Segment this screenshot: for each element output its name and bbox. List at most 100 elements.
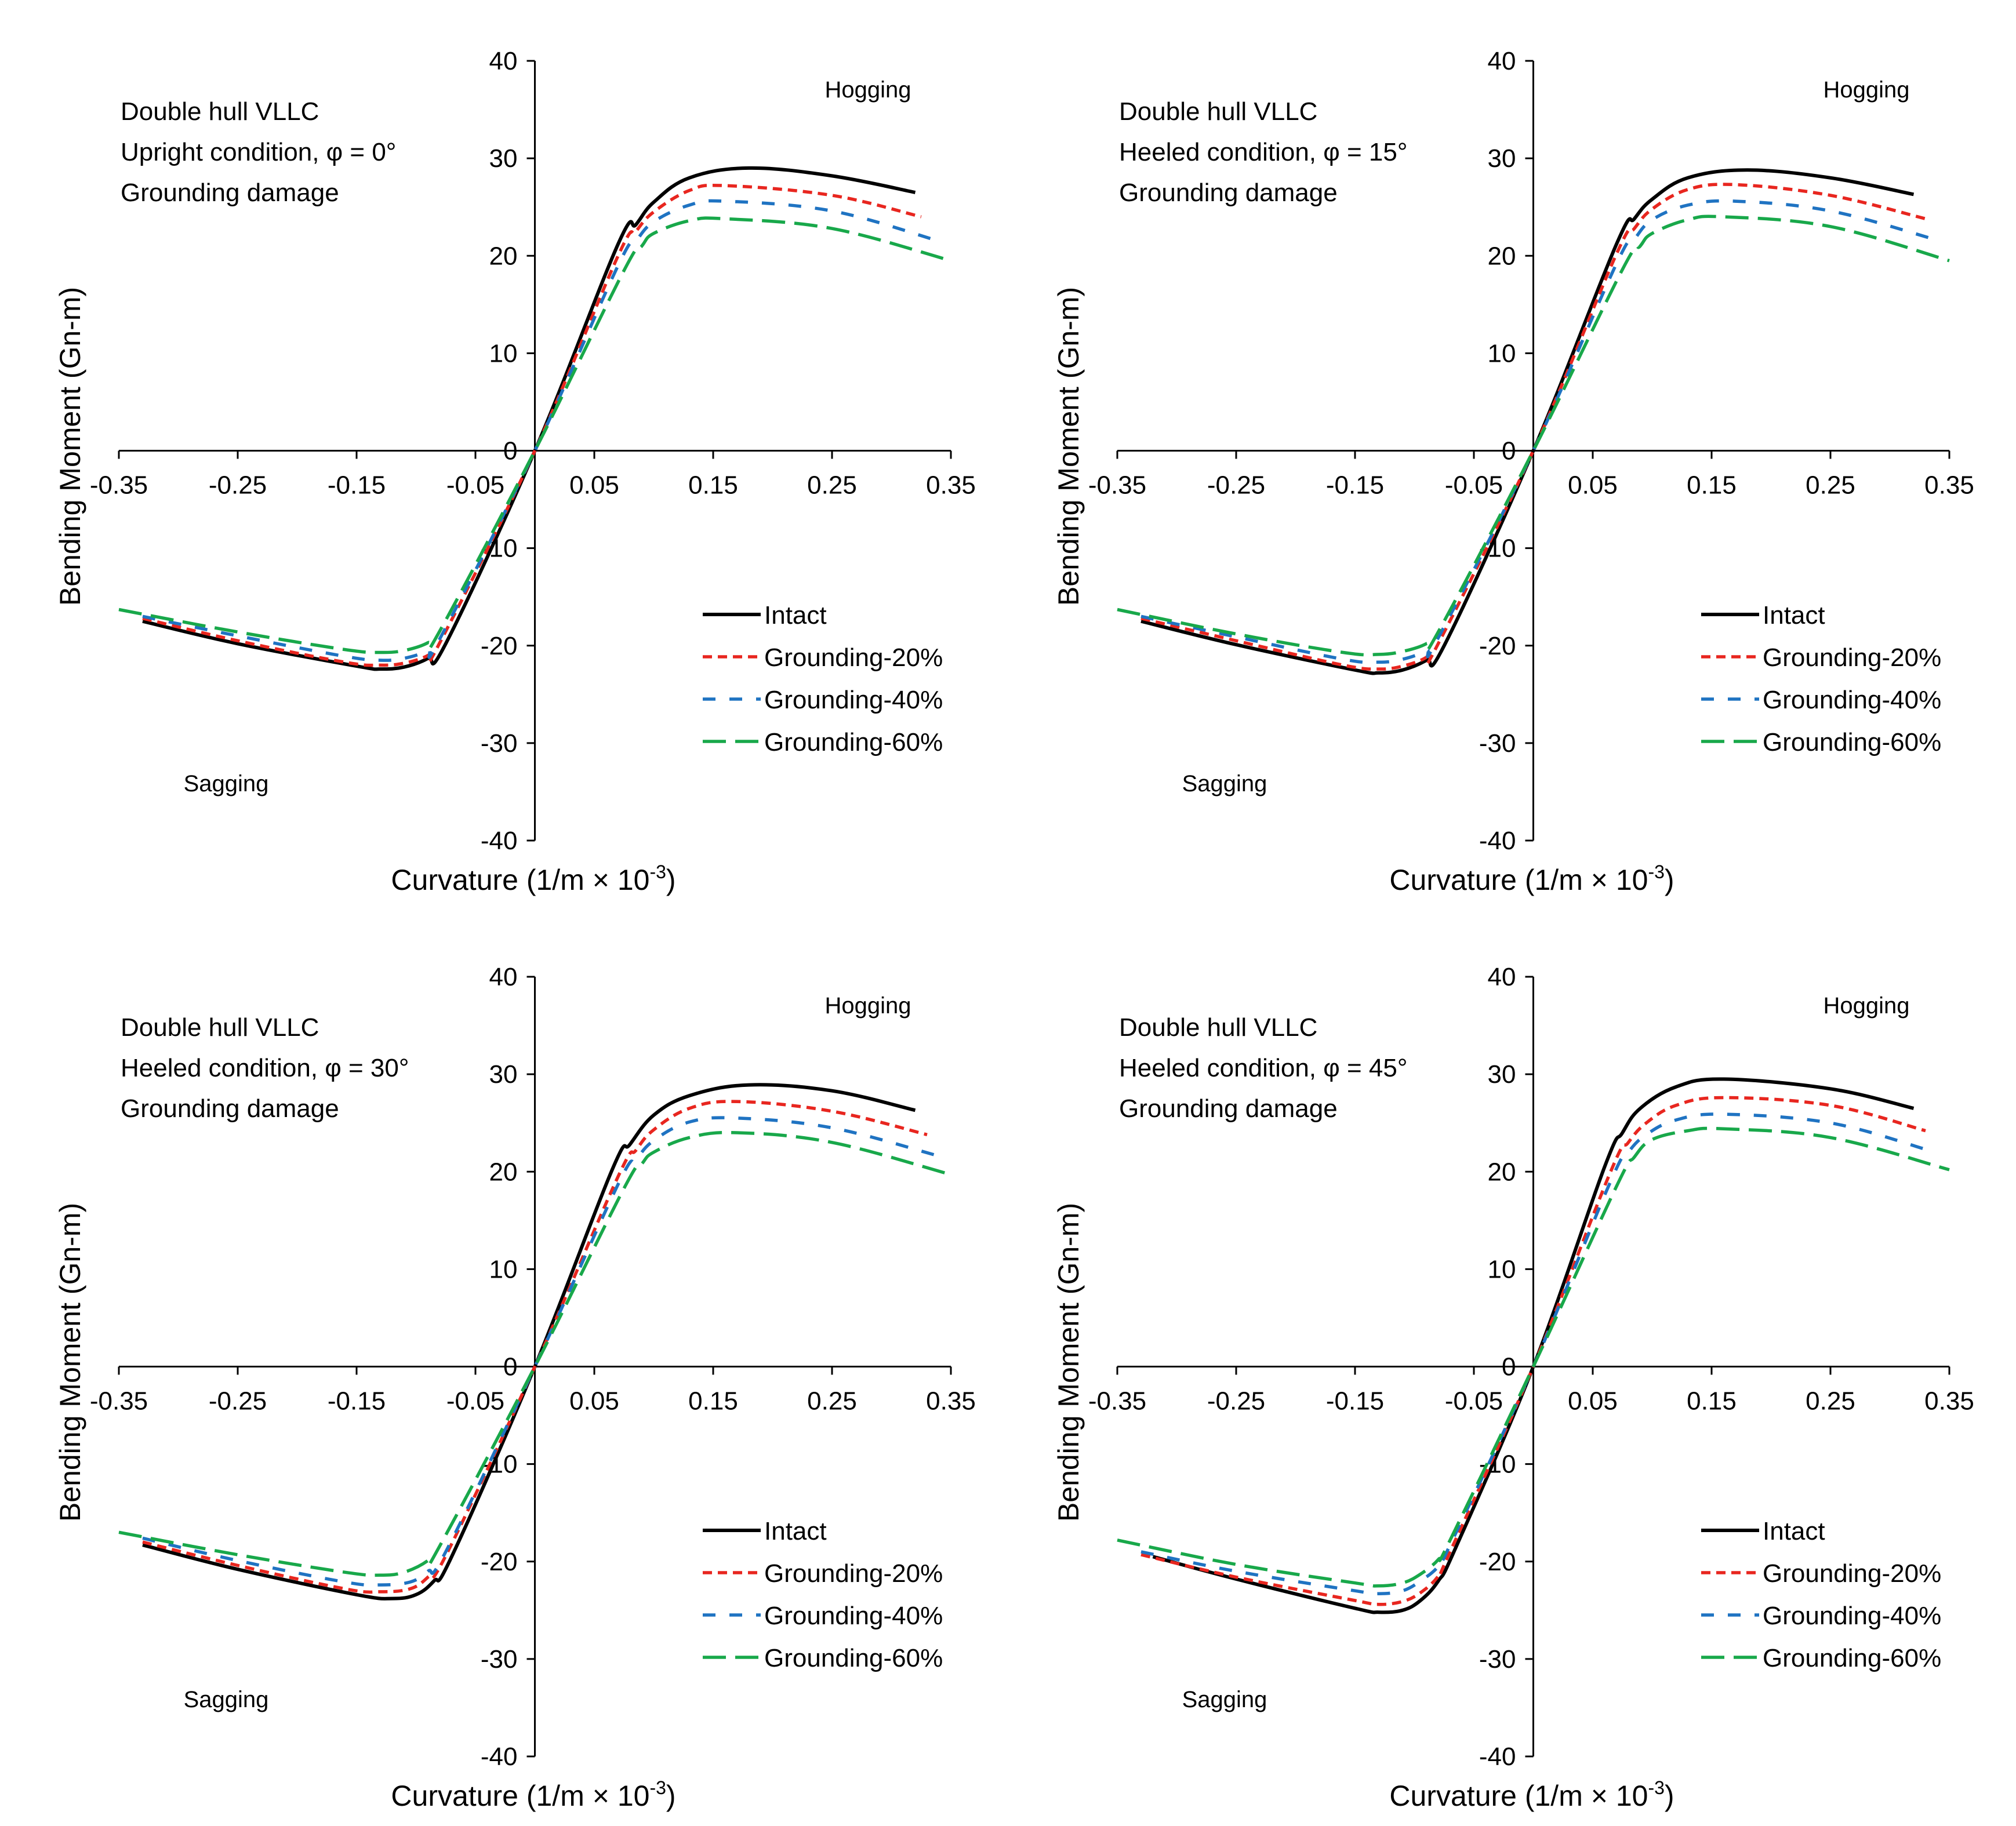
y-tick-label: -30: [1479, 1645, 1516, 1674]
annotation-line-2: Upright condition, φ = 0°: [121, 138, 396, 166]
annotation-line-3: Grounding damage: [121, 179, 339, 207]
series-line-intact: [1140, 168, 1915, 675]
x-tick-label: 0.25: [1806, 471, 1855, 500]
annotation-line-1: Double hull VLLC: [121, 97, 319, 126]
legend-label: Grounding-40%: [1763, 1602, 1941, 1630]
annotation-line-3: Grounding damage: [1119, 179, 1338, 207]
x-tick-label: -0.15: [328, 1387, 386, 1416]
y-tick-label: -40: [481, 827, 518, 855]
x-tick-label: -0.15: [328, 471, 386, 500]
x-axis-title-exponent: -3: [1648, 861, 1664, 882]
y-tick-label: 20: [489, 242, 518, 270]
legend-label: Grounding-60%: [764, 728, 943, 756]
sagging-label: Sagging: [1182, 771, 1267, 796]
x-axis-title-main: Curvature (1/m × 10: [1389, 864, 1648, 896]
x-tick-label: -0.05: [446, 471, 504, 500]
series-line-grounding-20pct: [142, 1100, 928, 1594]
sagging-label: Sagging: [184, 771, 269, 796]
y-tick-label: 40: [1488, 963, 1516, 991]
annotation-line-3: Grounding damage: [121, 1094, 339, 1123]
y-tick-label: -30: [1479, 729, 1516, 758]
x-tick-label: 0.05: [1568, 1387, 1618, 1416]
legend-label: Grounding-20%: [1763, 643, 1941, 672]
y-tick-label: -20: [1479, 1548, 1516, 1576]
annotation-line-1: Double hull VLLC: [121, 1013, 319, 1042]
y-tick-label: 20: [1488, 1158, 1516, 1186]
y-tick-label: -20: [1479, 632, 1516, 660]
legend-label: Grounding-60%: [1763, 728, 1941, 756]
y-tick-label: -40: [1479, 827, 1516, 855]
y-tick-label: 0: [1502, 1353, 1516, 1381]
x-tick-label: -0.05: [1445, 1387, 1503, 1416]
y-tick-label: -30: [481, 729, 518, 758]
x-axis-title: Curvature (1/m × 10-3): [1389, 1777, 1674, 1812]
x-axis-title-exponent: -3: [649, 861, 666, 882]
y-tick-label: -20: [481, 1548, 518, 1576]
series-line-grounding-40pct: [1140, 199, 1938, 664]
y-tick-label: -30: [481, 1645, 518, 1674]
x-tick-label: -0.05: [1445, 471, 1503, 500]
x-tick-label: -0.15: [1326, 471, 1384, 500]
y-tick-label: 0: [1502, 437, 1516, 465]
chart-panel-4: -0.35 -0.25 -0.15 -0.05 0.05 0.15 0.25 0.35 40 30…: [1052, 963, 1974, 1812]
y-tick-label: 0: [503, 437, 517, 465]
y-tick-label: -40: [1479, 1743, 1516, 1771]
x-axis-title-end: ): [1665, 864, 1674, 896]
series-line-intact: [142, 166, 916, 671]
x-tick-label: 0.15: [688, 1387, 738, 1416]
series-line-grounding-20pct: [1140, 183, 1926, 671]
legend-label: Grounding-20%: [764, 643, 943, 672]
x-tick-label: 0.15: [1687, 471, 1737, 500]
x-tick-label: 0.35: [926, 471, 976, 500]
x-tick-label: 0.25: [807, 471, 857, 500]
x-axis-title-exponent: -3: [649, 1777, 666, 1798]
y-tick-label: 10: [1488, 339, 1516, 368]
y-tick-label: 0: [503, 1353, 517, 1381]
hogging-label: Hogging: [824, 77, 911, 103]
x-tick-label: 0.05: [569, 471, 619, 500]
chart-panel-3: -0.35 -0.25 -0.15 -0.05 0.05 0.15 0.25 0.35 40 30…: [54, 963, 976, 1812]
chart-panel-2: -0.35 -0.25 -0.15 -0.05 0.05 0.15 0.25 0.35 40 30…: [1052, 47, 1974, 896]
x-tick-label: -0.25: [1207, 471, 1265, 500]
legend-label: Grounding-60%: [1763, 1644, 1941, 1672]
x-tick-label: 0.05: [569, 1387, 619, 1416]
x-tick-label: -0.05: [446, 1387, 504, 1416]
chart-panel-1: -0.35 -0.25 -0.15 -0.05 0.05 0.15 0.25 0.35 40 30…: [54, 47, 976, 896]
annotation-line-1: Double hull VLLC: [1119, 97, 1317, 126]
series-line-grounding-60pct: [118, 1130, 951, 1577]
x-axis-title: Curvature (1/m × 10-3): [391, 1777, 675, 1812]
y-tick-label: 10: [489, 1255, 518, 1283]
x-tick-label: 0.35: [1924, 1387, 1974, 1416]
annotation-line-3: Grounding damage: [1119, 1094, 1338, 1123]
x-tick-label: -0.35: [1088, 471, 1146, 500]
x-tick-label: 0.05: [1568, 471, 1618, 500]
sagging-label: Sagging: [1182, 1687, 1267, 1712]
x-axis-title: Curvature (1/m × 10-3): [391, 861, 675, 896]
y-tick-label: 10: [1488, 1255, 1516, 1283]
x-axis-title-main: Curvature (1/m × 10: [391, 1780, 649, 1812]
legend-label: Grounding-40%: [764, 1602, 943, 1630]
x-axis-title-exponent: -3: [1648, 1777, 1664, 1798]
x-tick-label: 0.35: [926, 1387, 976, 1416]
series-line-grounding-20pct: [142, 183, 922, 667]
x-tick-label: -0.35: [90, 471, 148, 500]
y-tick-label: 40: [489, 963, 518, 991]
x-tick-label: -0.35: [90, 1387, 148, 1416]
x-axis-title-end: ): [666, 1780, 676, 1812]
y-axis-title: Bending Moment (Gn-m): [1052, 1203, 1085, 1522]
y-axis-title: Bending Moment (Gn-m): [54, 287, 86, 606]
sagging-label: Sagging: [184, 1687, 269, 1712]
series-line-grounding-60pct: [1117, 1126, 1950, 1588]
series-line-grounding-40pct: [1140, 1112, 1926, 1596]
x-tick-label: 0.25: [807, 1387, 857, 1416]
y-tick-label: -40: [481, 1743, 518, 1771]
legend-label: Intact: [1763, 1517, 1825, 1545]
y-tick-label: -20: [481, 632, 518, 660]
annotation-line-1: Double hull VLLC: [1119, 1013, 1317, 1042]
y-axis-title: Bending Moment (Gn-m): [54, 1203, 86, 1522]
x-axis-title-end: ): [666, 864, 676, 896]
x-tick-label: -0.25: [1207, 1387, 1265, 1416]
x-axis-title-main: Curvature (1/m × 10: [391, 864, 649, 896]
x-tick-label: -0.25: [209, 1387, 267, 1416]
annotation-line-2: Heeled condition, φ = 45°: [1119, 1054, 1407, 1082]
